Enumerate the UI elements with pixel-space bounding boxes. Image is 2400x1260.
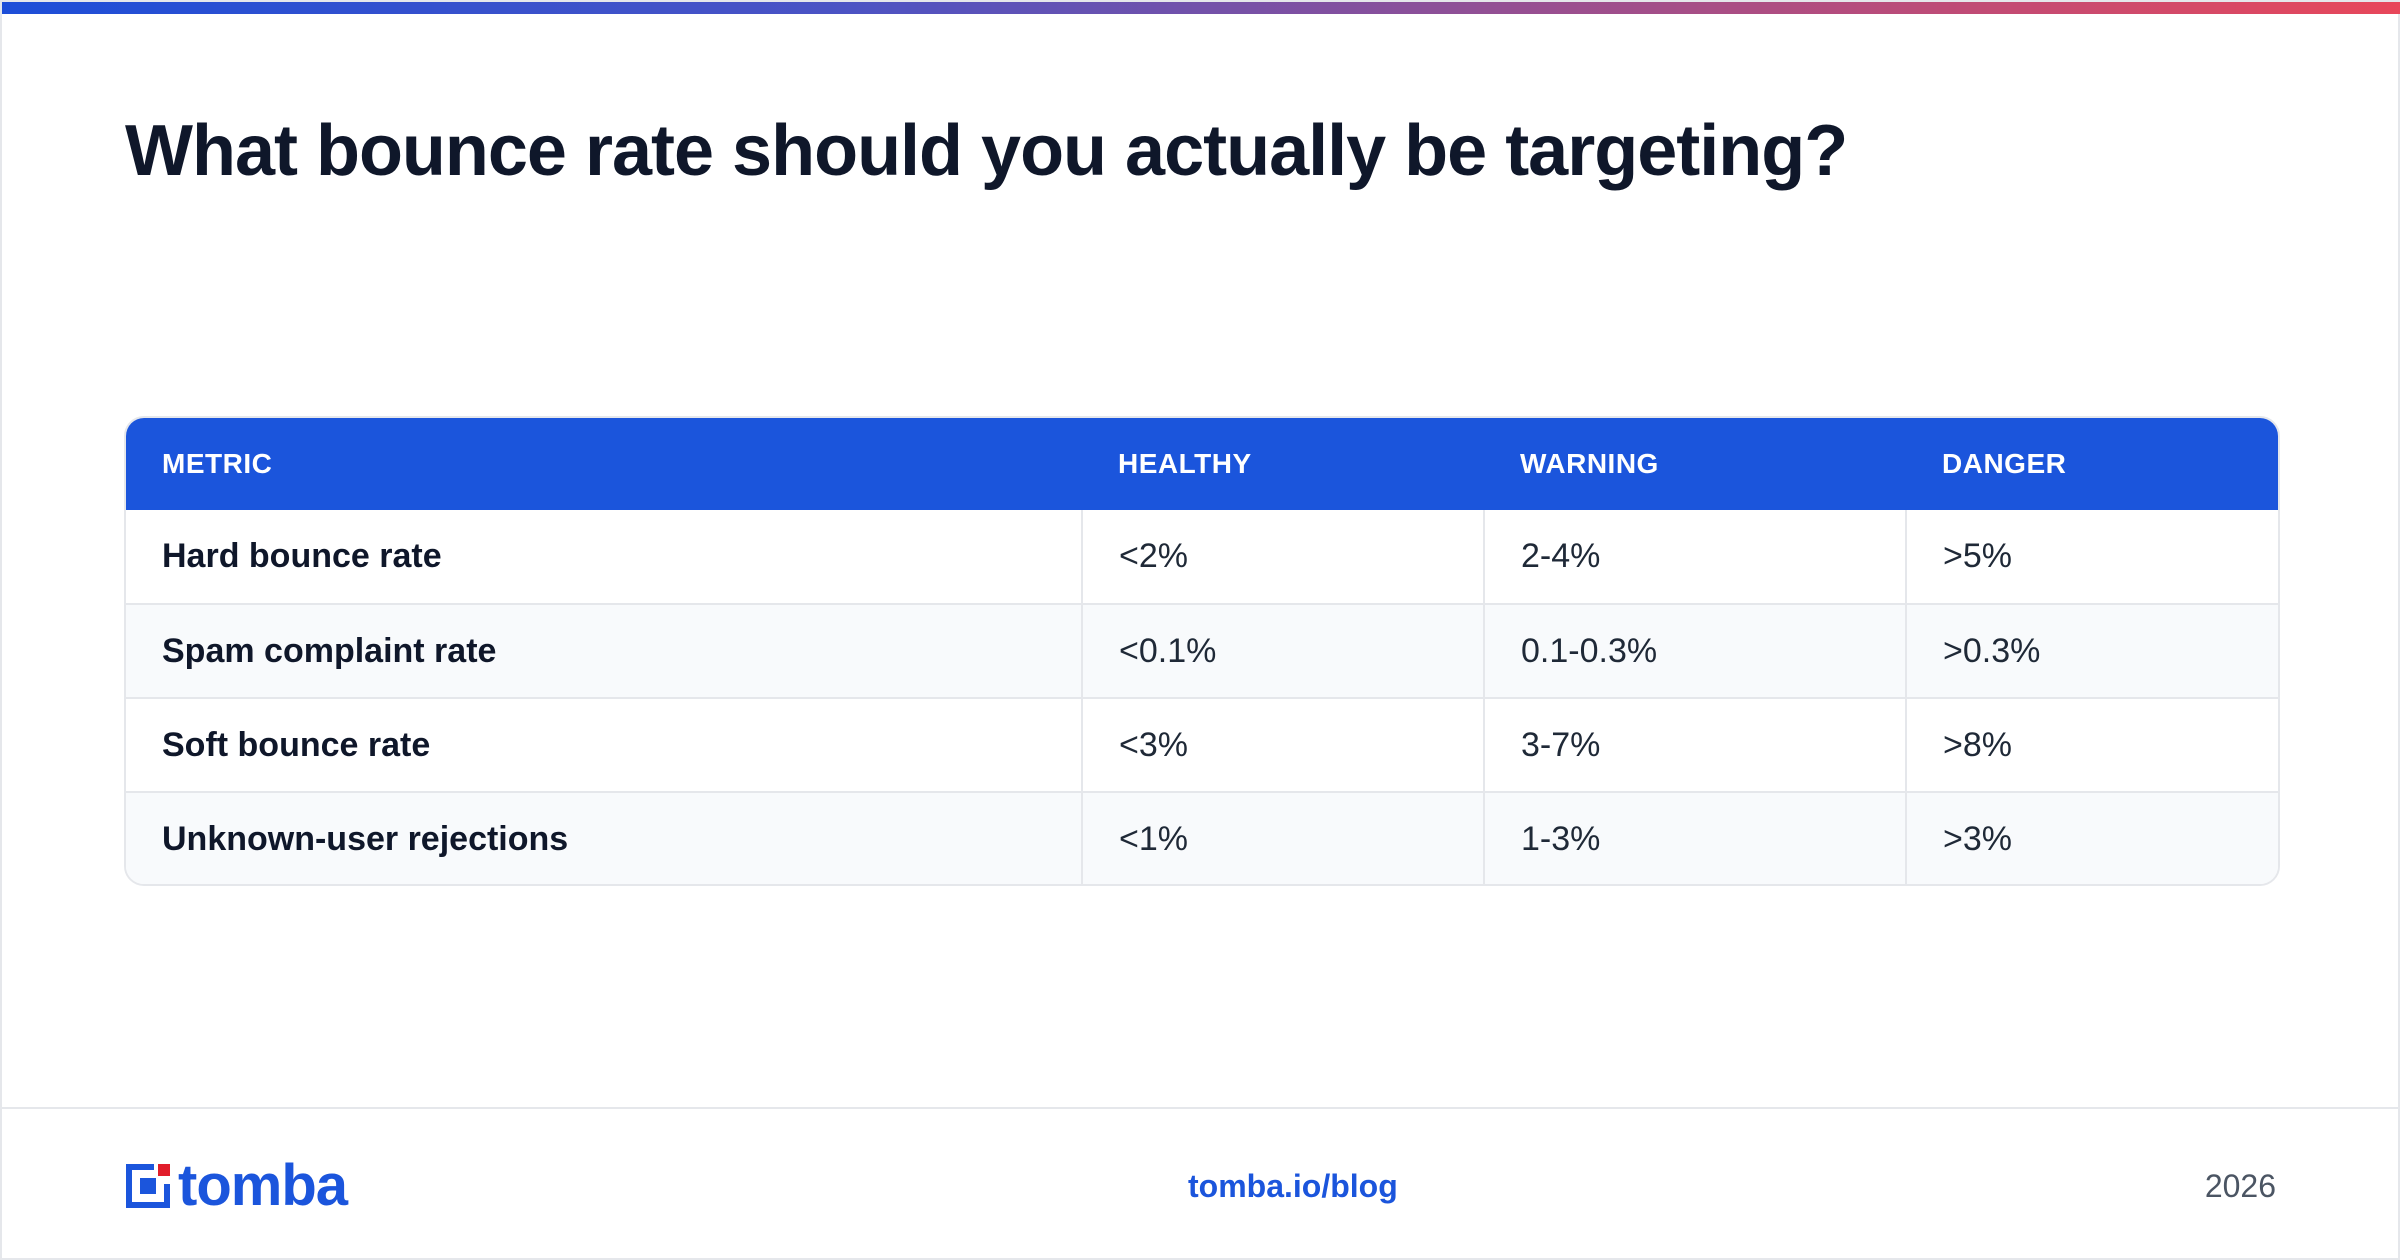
danger-cell: >3% (1905, 791, 2278, 884)
footer-divider (2, 1107, 2400, 1109)
tomba-logo[interactable]: tomba (124, 1153, 348, 1218)
danger-cell: >8% (1905, 697, 2278, 792)
accent-gradient-bar (2, 2, 2400, 14)
page-title: What bounce rate should you actually be … (125, 111, 1848, 191)
danger-cell: >5% (1905, 510, 2278, 604)
header-warning: WARNING (1520, 448, 1659, 479)
healthy-cell: <1% (1081, 791, 1484, 884)
warning-cell: 3-7% (1483, 697, 1906, 792)
warning-cell: 0.1-0.3% (1483, 603, 1906, 698)
blog-link[interactable]: tomba.io/blog (1188, 1168, 1398, 1204)
healthy-cell: <2% (1081, 510, 1484, 604)
metric-cell: Hard bounce rate (162, 537, 442, 575)
warning-cell: 1-3% (1483, 791, 1906, 884)
table-row: Unknown-user rejections <1% 1-3% >3% (126, 791, 2278, 884)
table-row: Spam complaint rate <0.1% 0.1-0.3% >0.3% (126, 603, 2278, 698)
danger-cell: >0.3% (1905, 603, 2278, 698)
footer-year: 2026 (2204, 1168, 2276, 1204)
metric-cell: Unknown-user rejections (126, 791, 1082, 884)
metric-cell: Spam complaint rate (126, 603, 1082, 698)
header-danger: DANGER (1942, 448, 2067, 479)
healthy-cell: <3% (1081, 697, 1484, 792)
table-row: Hard bounce rate <2% 2-4% >5% (126, 510, 2278, 604)
tomba-logo-icon (124, 1162, 172, 1210)
healthy-cell: <0.1% (1081, 603, 1484, 698)
metric-cell: Soft bounce rate (126, 697, 1082, 792)
header-metric: METRIC (162, 448, 273, 479)
table-header-row: METRIC HEALTHY WARNING DANGER (126, 418, 2278, 510)
bounce-rate-table: METRIC HEALTHY WARNING DANGER Hard bounc… (124, 416, 2280, 886)
logo-wordmark: tomba (178, 1153, 348, 1218)
header-healthy: HEALTHY (1118, 448, 1252, 479)
table-row: Soft bounce rate <3% 3-7% >8% (126, 697, 2278, 792)
warning-cell: 2-4% (1483, 510, 1906, 604)
